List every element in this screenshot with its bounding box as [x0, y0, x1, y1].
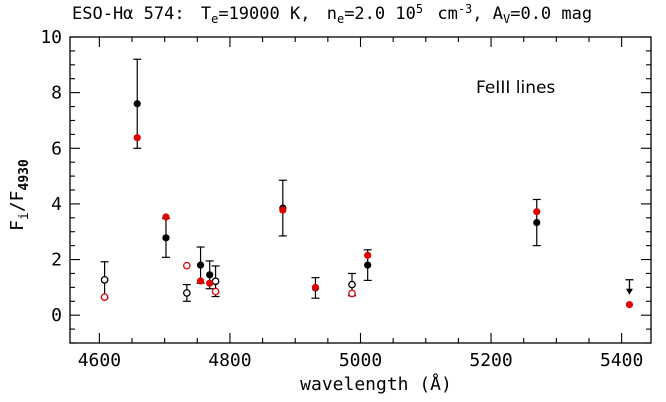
model-point	[364, 251, 372, 259]
plot-frame	[69, 36, 652, 344]
model-point	[533, 208, 541, 216]
x-tick-label: 4800	[208, 350, 251, 371]
annotation-feiii-lines: FeIII lines	[476, 78, 555, 98]
plot-area	[69, 36, 652, 344]
observed-point-open	[348, 280, 356, 289]
model-point	[133, 134, 141, 142]
observed-point	[162, 234, 170, 242]
observed-point-open	[100, 276, 109, 284]
x-tick-label: 4600	[78, 350, 121, 371]
model-point	[196, 277, 205, 285]
axis-tick-labels: 4600 4800 5000 5200 5400 0 2 4 6 8 10	[40, 27, 643, 371]
observed-point	[364, 261, 372, 269]
upper-limit-arrow	[625, 288, 633, 295]
y-tick-label: 6	[51, 138, 62, 159]
y-axis-label: Fi/F4930	[7, 159, 32, 231]
model-point-open	[348, 289, 356, 298]
chart-title: ESO-Hα 574: Te=19000 K, ne=2.0 105 cm-3,…	[72, 0, 592, 26]
observed-point-open	[183, 289, 191, 297]
model-point-open	[211, 287, 220, 296]
x-tick-label: 5000	[339, 350, 382, 371]
observed-point	[196, 261, 205, 269]
y-tick-label: 0	[51, 305, 62, 326]
model-point-open	[100, 293, 109, 301]
y-tick-label: 4	[51, 194, 62, 215]
model-point	[625, 301, 634, 309]
observed-point-open	[211, 277, 220, 286]
model-point	[311, 283, 320, 291]
x-tick-label: 5200	[469, 350, 512, 371]
series-model	[100, 134, 634, 309]
x-tick-label: 5400	[600, 350, 643, 371]
observed-point	[133, 100, 141, 108]
observed-point	[533, 218, 541, 227]
axis-ticks	[70, 36, 651, 344]
y-tick-label: 10	[40, 27, 62, 48]
data-marks	[100, 58, 634, 309]
model-point	[279, 206, 287, 214]
x-axis-label: wavelength (Å)	[300, 373, 452, 395]
y-tick-label: 2	[51, 250, 62, 271]
model-point-open	[183, 261, 191, 270]
y-tick-label: 8	[51, 83, 62, 104]
model-point	[162, 213, 170, 221]
model-point	[206, 279, 214, 287]
observed-point	[206, 271, 214, 279]
